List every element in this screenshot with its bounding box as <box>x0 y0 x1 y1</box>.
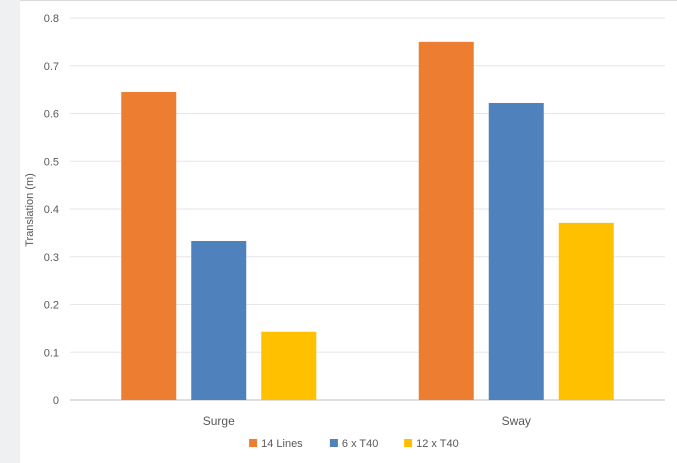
bar-surge-1 <box>121 92 177 400</box>
y-tick-label: 0.1 <box>44 347 59 359</box>
bar-surge-3 <box>261 331 317 400</box>
legend-label: 14 Lines <box>261 438 303 450</box>
y-tick-label: 0 <box>53 395 59 407</box>
legend-item: 6 x T40 <box>329 438 379 450</box>
y-tick-label: 0.7 <box>44 61 59 73</box>
x-tick-label: Surge <box>203 414 235 428</box>
y-axis-title: Translation (m) <box>24 173 36 247</box>
legend-swatch <box>249 439 258 447</box>
legend-item: 12 x T40 <box>404 438 459 450</box>
y-tick-label: 0.6 <box>44 109 59 121</box>
legend-label: 6 x T40 <box>342 438 379 450</box>
legend-label: 12 x T40 <box>416 438 459 450</box>
bars <box>121 41 614 401</box>
y-tick-label: 0.8 <box>44 13 59 25</box>
y-tick-label: 0.5 <box>44 156 59 168</box>
legend-swatch <box>329 439 338 447</box>
x-tick-label: Sway <box>502 414 531 428</box>
bar-sway-2 <box>488 102 544 401</box>
y-tick-label: 0.3 <box>44 252 59 264</box>
bar-surge-2 <box>191 240 247 400</box>
bar-sway-3 <box>558 222 614 400</box>
legend-swatch <box>404 439 413 447</box>
x-axis-tick-labels: Surge Sway <box>203 414 531 428</box>
y-tick-label: 0.4 <box>44 204 59 216</box>
y-tick-label: 0.2 <box>44 300 59 312</box>
y-axis-tick-labels: 0 0.1 0.2 0.3 0.4 0.5 0.6 0.7 0.8 <box>44 13 59 407</box>
bar-sway-1 <box>418 41 474 400</box>
legend-item: 14 Lines <box>249 438 303 450</box>
legend: 14 Lines 6 x T40 12 x T40 <box>249 438 459 450</box>
